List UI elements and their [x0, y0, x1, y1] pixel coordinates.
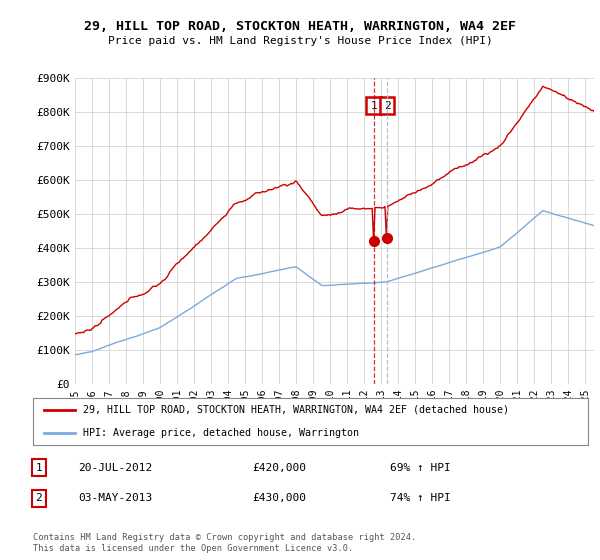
- Text: HPI: Average price, detached house, Warrington: HPI: Average price, detached house, Warr…: [83, 428, 359, 438]
- Text: 03-MAY-2013: 03-MAY-2013: [78, 493, 152, 503]
- Text: Contains HM Land Registry data © Crown copyright and database right 2024.
This d: Contains HM Land Registry data © Crown c…: [33, 533, 416, 553]
- Text: £430,000: £430,000: [252, 493, 306, 503]
- Text: £420,000: £420,000: [252, 463, 306, 473]
- Text: Price paid vs. HM Land Registry's House Price Index (HPI): Price paid vs. HM Land Registry's House …: [107, 36, 493, 46]
- Text: 2: 2: [35, 493, 43, 503]
- Text: 29, HILL TOP ROAD, STOCKTON HEATH, WARRINGTON, WA4 2EF: 29, HILL TOP ROAD, STOCKTON HEATH, WARRI…: [84, 20, 516, 32]
- Text: 2: 2: [384, 101, 391, 110]
- Text: 20-JUL-2012: 20-JUL-2012: [78, 463, 152, 473]
- Text: 1: 1: [35, 463, 43, 473]
- Text: 1: 1: [370, 101, 377, 110]
- Text: 29, HILL TOP ROAD, STOCKTON HEATH, WARRINGTON, WA4 2EF (detached house): 29, HILL TOP ROAD, STOCKTON HEATH, WARRI…: [83, 404, 509, 414]
- Text: 69% ↑ HPI: 69% ↑ HPI: [390, 463, 451, 473]
- Text: 74% ↑ HPI: 74% ↑ HPI: [390, 493, 451, 503]
